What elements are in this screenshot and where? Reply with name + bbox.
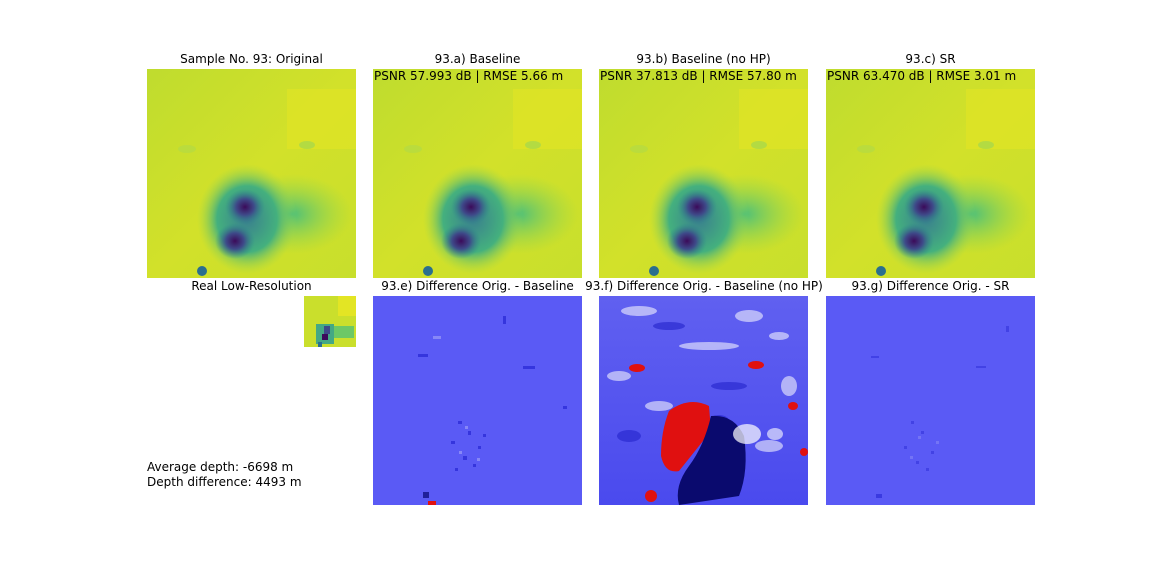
baseline-depth-map	[373, 69, 582, 278]
baseline-title: 93.a) Baseline	[434, 52, 521, 66]
average-depth-label: Average depth: -6698 m	[147, 460, 294, 474]
lowres-depth-map	[304, 296, 356, 347]
sr-depth-map	[826, 69, 1035, 278]
baseline-nohp-title: 93.b) Baseline (no HP)	[636, 52, 771, 66]
sr-metric: PSNR 63.470 dB | RMSE 3.01 m	[827, 69, 1017, 83]
original-title: Sample No. 93: Original	[180, 52, 323, 66]
diff-sr-title: 93.g) Difference Orig. - SR	[851, 279, 1010, 293]
diff-baseline-title: 93.e) Difference Orig. - Baseline	[381, 279, 574, 293]
lowres-title: Real Low-Resolution	[191, 279, 312, 293]
diff-baseline-map	[373, 296, 582, 505]
diff-nohp-map	[599, 296, 808, 505]
baseline-nohp-depth-map	[599, 69, 808, 278]
sr-title: 93.c) SR	[905, 52, 956, 66]
baseline-metric: PSNR 57.993 dB | RMSE 5.66 m	[374, 69, 564, 83]
diff-nohp-title: 93.f) Difference Orig. - Baseline (no HP…	[585, 279, 823, 293]
original-depth-map	[147, 69, 356, 278]
baseline-nohp-metric: PSNR 37.813 dB | RMSE 57.80 m	[600, 69, 797, 83]
diff-sr-map	[826, 296, 1035, 505]
depth-difference-label: Depth difference: 4493 m	[147, 475, 302, 489]
